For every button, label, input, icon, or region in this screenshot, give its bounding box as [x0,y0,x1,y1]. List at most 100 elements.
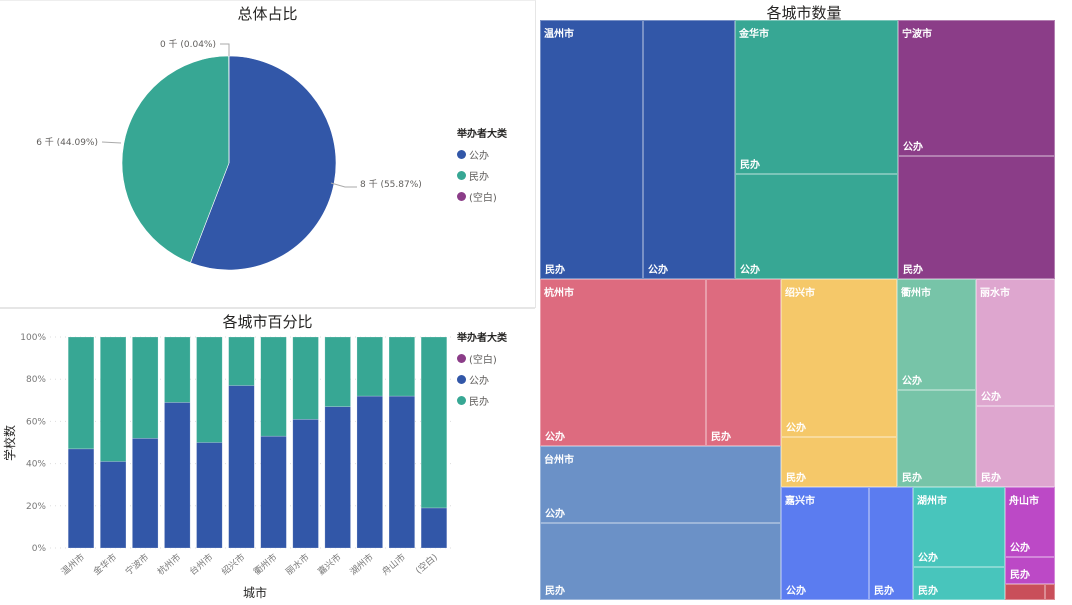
treemap-child-label: 公办 [918,549,938,564]
pie-legend-item[interactable]: 民办 [457,165,507,186]
legend-marker-icon [457,375,466,384]
treemap-cell[interactable]: 公办 [540,446,781,523]
x-tick-label: 温州市 [59,551,87,578]
treemap-cell[interactable] [1045,584,1055,600]
bar-legend-item[interactable]: 公办 [457,369,507,390]
treemap-child-label: 公办 [981,388,1001,403]
treemap-child-label: 民办 [902,469,922,484]
pie-leader-line [102,142,121,143]
x-tick-label: 台州市 [187,551,215,578]
treemap-cell[interactable]: 民办 [976,406,1055,487]
x-tick-label: 金华市 [91,551,119,578]
treemap-cell[interactable]: 公办 [898,20,1055,156]
y-tick-label: 20% [26,502,46,512]
bar-segment[interactable] [100,461,126,548]
bar-segment[interactable] [197,337,223,443]
x-tick-label: 舟山市 [379,551,407,578]
treemap-child-label: 公办 [545,505,565,520]
x-tick-label: 湖州市 [347,551,375,578]
bar-segment[interactable] [68,449,94,548]
bar-segment[interactable] [325,407,351,548]
bar-segment[interactable] [164,337,190,402]
treemap-cell[interactable]: 公办 [735,174,898,279]
bar-segment[interactable] [293,337,319,419]
treemap-cell[interactable]: 民办 [913,567,1005,600]
pie-data-label: 0 千 (0.04%) [160,39,216,50]
legend-label: 公办 [469,147,489,162]
bar-segment[interactable] [325,337,351,407]
bar-chart-panel: 各城市百分比 0%20%40%60%80%100%温州市金华市宁波市杭州市台州市… [0,308,535,605]
bar-legend: 举办者大类 (空白) 公办民办 [457,329,507,411]
treemap-child-label: 民办 [786,469,806,484]
x-tick-label: 丽水市 [283,551,311,578]
bar-segment[interactable] [293,419,319,548]
legend-label: 民办 [469,393,489,408]
treemap-cell[interactable]: 民办 [540,20,643,279]
x-tick-label: (空白) [413,551,440,576]
treemap-child-label: 公办 [903,138,923,153]
bar-segment[interactable] [197,443,223,549]
treemap-child-label: 民办 [903,261,923,276]
bar-segment[interactable] [357,337,383,396]
bar-segment[interactable] [421,337,447,508]
treemap-group-label: 丽水市 [980,284,1010,299]
treemap-cell[interactable]: 民办 [898,156,1055,279]
treemap-child-label: 公办 [740,261,760,276]
bar-legend-item[interactable]: 民办 [457,390,507,411]
bar-segment[interactable] [389,337,415,396]
treemap-panel: 各城市数量 民办公办民办公办公办民办公办民办公办民办公办民办公办民办公办民办公办… [536,0,1072,604]
bar-segment[interactable] [229,386,255,548]
treemap-group-label: 杭州市 [544,284,574,299]
treemap-group-label: 宁波市 [902,25,932,40]
bar-chart: 0%20%40%60%80%100%温州市金华市宁波市杭州市台州市绍兴市衢州市丽… [0,309,535,605]
pie-legend-item[interactable]: (空白) [457,186,507,207]
treemap-cell[interactable]: 民办 [706,279,781,446]
bar-segment[interactable] [357,396,383,548]
bar-segment[interactable] [389,396,415,548]
treemap-group-label: 舟山市 [1009,492,1039,507]
bar-segment[interactable] [164,402,190,548]
bar-segment[interactable] [261,436,287,548]
treemap-group-label: 温州市 [544,25,574,40]
x-tick-label: 宁波市 [123,551,151,578]
bar-segment[interactable] [68,337,94,449]
treemap-child-label: 公办 [902,372,922,387]
bar-segment[interactable] [132,438,158,548]
pie-legend-item[interactable]: 公办 [457,144,507,165]
treemap-cell[interactable] [1005,584,1045,600]
treemap-cell[interactable]: 民办 [869,487,913,600]
legend-label: 民办 [469,168,489,183]
y-tick-label: 40% [26,460,46,470]
bar-segment[interactable] [421,508,447,548]
pie-leader-line [331,183,357,187]
treemap-child-label: 民办 [981,469,1001,484]
bar-legend-item[interactable]: (空白) [457,348,507,369]
x-tick-label: 杭州市 [155,551,183,578]
legend-label: (空白) [469,351,497,366]
x-tick-label: 嘉兴市 [315,551,343,578]
y-axis-title: 学校数 [2,425,17,461]
treemap-cell[interactable]: 民办 [897,390,976,487]
treemap-cell[interactable]: 公办 [540,279,706,446]
bar-segment[interactable] [229,337,255,386]
bar-segment[interactable] [100,337,126,461]
treemap-child-label: 公办 [786,419,806,434]
legend-marker-icon [457,354,466,363]
treemap-cell[interactable]: 民办 [781,437,897,487]
treemap-child-label: 公办 [648,261,668,276]
y-tick-label: 60% [26,417,46,427]
treemap-group-label: 湖州市 [917,492,947,507]
bar-segment[interactable] [132,337,158,438]
treemap-cell[interactable]: 民办 [540,523,781,600]
bar-legend-title: 举办者大类 [457,329,507,344]
treemap-child-label: 民办 [545,582,565,597]
bar-segment[interactable] [261,337,287,436]
treemap-cell[interactable]: 民办 [1005,557,1055,584]
treemap-child-label: 民办 [918,582,938,597]
treemap-group-label: 台州市 [544,451,574,466]
treemap-cell[interactable]: 民办 [735,20,898,174]
treemap-cell[interactable]: 公办 [643,20,735,279]
y-tick-label: 0% [32,544,47,554]
pie-leader-line [220,44,229,56]
treemap-cell[interactable]: 公办 [781,279,897,437]
